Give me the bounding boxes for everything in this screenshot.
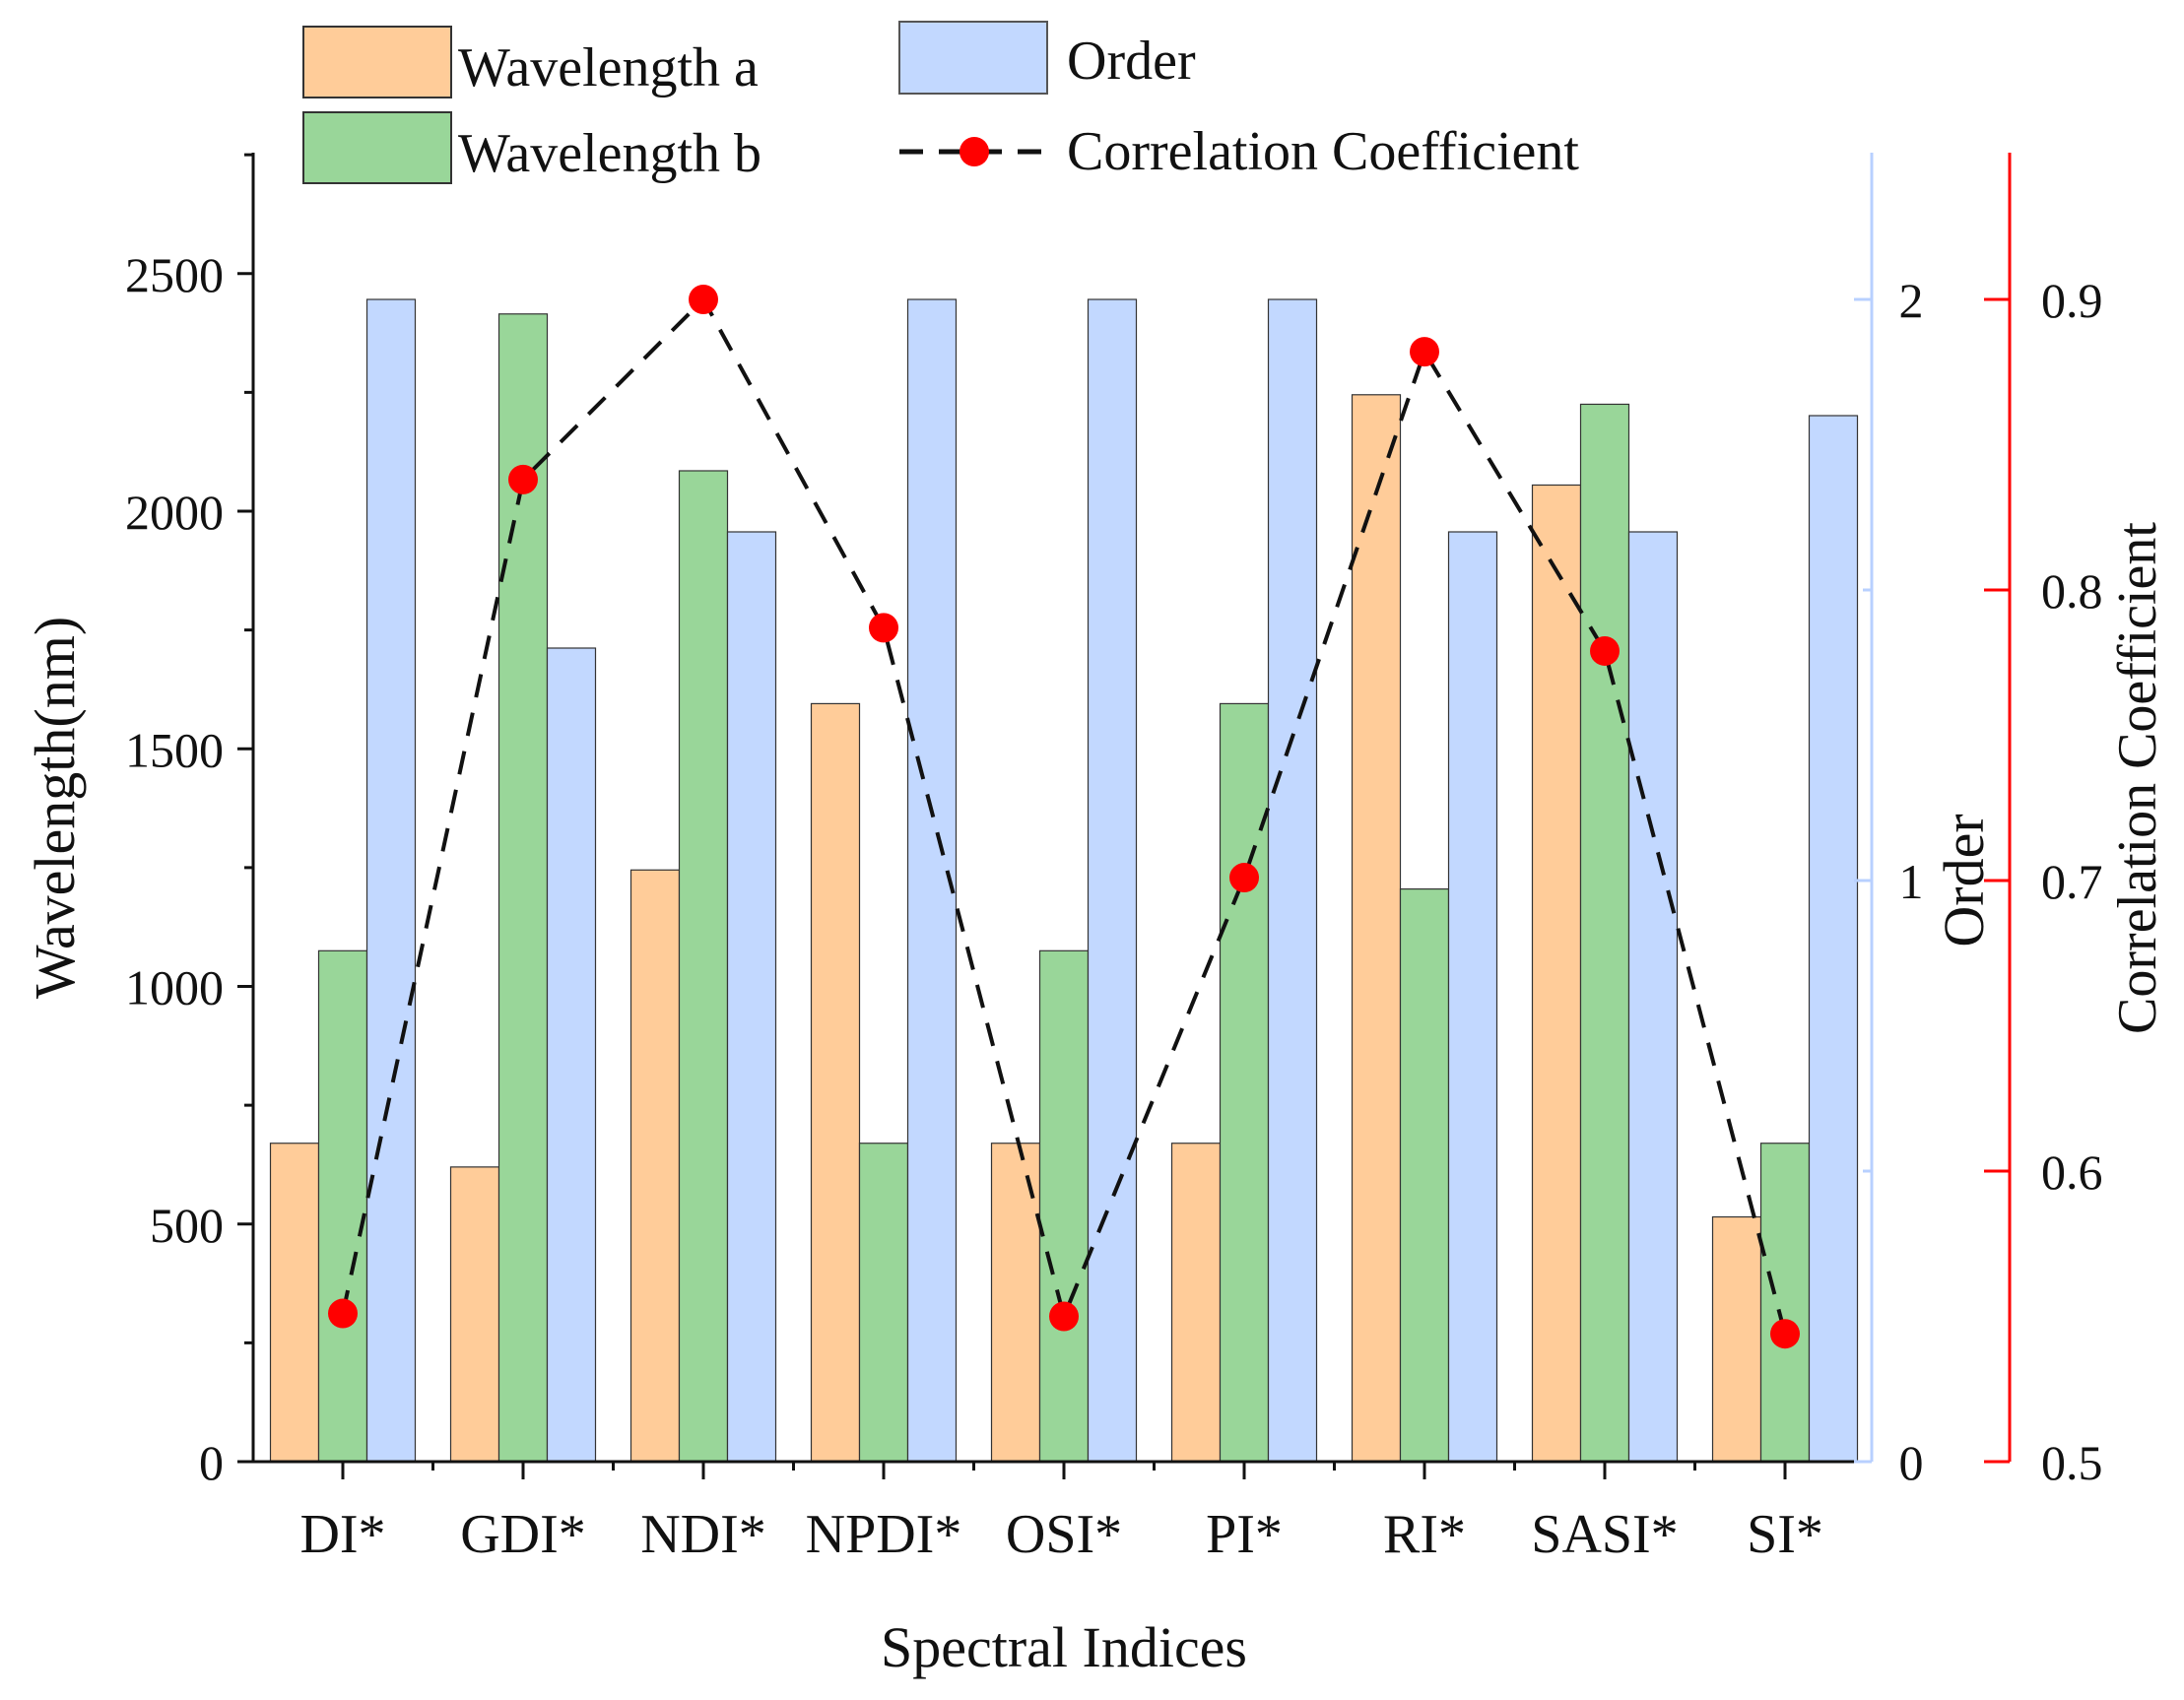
legend-swatch-order xyxy=(898,21,1048,95)
bar-wavelength-a-gdi xyxy=(449,1166,500,1463)
point-correlation-sasi xyxy=(1590,635,1620,666)
legend-label-wavelength-a: Wavelength a xyxy=(458,37,759,98)
bar-order-ri xyxy=(1447,531,1498,1463)
bar-wavelength-b-si xyxy=(1759,1143,1811,1463)
correlation-tick-label-0-8: 0.8 xyxy=(2041,563,2103,619)
legend-label-correlation: Correlation Coefficient xyxy=(1067,121,1579,182)
left-tick-label-1000: 1000 xyxy=(125,960,224,1015)
bar-wavelength-a-di xyxy=(269,1143,320,1463)
correlation-tick-label-0-9: 0.9 xyxy=(2041,273,2103,328)
bar-wavelength-b-ri xyxy=(1399,887,1450,1463)
category-label-di: DI* xyxy=(299,1504,385,1565)
bar-wavelength-a-si xyxy=(1711,1215,1762,1463)
correlation-axis-title: Correlation Coefficient xyxy=(2107,522,2168,1034)
point-correlation-osi xyxy=(1049,1301,1079,1332)
category-label-gdi: GDI* xyxy=(460,1504,586,1565)
axes: 0 500 1000 1500 2000 2500 Wavelength(nm) DI* GDI… xyxy=(23,153,2168,1679)
category-label-sasi: SASI* xyxy=(1531,1504,1678,1565)
point-correlation-di xyxy=(328,1298,358,1329)
order-tick-label-0: 0 xyxy=(1899,1435,1924,1490)
plot-area xyxy=(269,285,1859,1463)
bar-wavelength-b-npdi xyxy=(858,1143,909,1463)
left-tick-label-500: 500 xyxy=(150,1198,224,1253)
category-label-ri: RI* xyxy=(1383,1504,1466,1565)
bar-wavelength-a-ndi xyxy=(629,869,681,1463)
legend-marker-correlation xyxy=(960,137,989,166)
bar-wavelength-a-pi xyxy=(1170,1143,1222,1463)
category-label-pi: PI* xyxy=(1206,1504,1283,1565)
point-correlation-gdi xyxy=(508,464,538,494)
category-label-si: SI* xyxy=(1747,1504,1823,1565)
order-tick-label-2: 2 xyxy=(1899,273,1924,328)
correlation-tick-label-0-5: 0.5 xyxy=(2041,1435,2103,1490)
point-correlation-ndi xyxy=(689,285,718,314)
bar-wavelength-a-ri xyxy=(1351,394,1402,1463)
legend-label-order: Order xyxy=(1067,31,1196,92)
left-tick-label-2000: 2000 xyxy=(125,485,224,540)
left-tick-label-2500: 2500 xyxy=(125,247,224,302)
correlation-tick-label-0-6: 0.6 xyxy=(2041,1144,2103,1200)
legend-swatch-wavelength-a xyxy=(302,26,452,98)
point-correlation-pi xyxy=(1229,863,1259,893)
bar-wavelength-b-pi xyxy=(1219,702,1270,1463)
left-tick-label-0: 0 xyxy=(199,1435,224,1490)
bar-wavelength-b-osi xyxy=(1038,949,1090,1463)
order-tick-label-1: 1 xyxy=(1899,854,1924,909)
bar-order-ndi xyxy=(726,531,777,1463)
point-correlation-si xyxy=(1770,1319,1800,1349)
bar-wavelength-b-di xyxy=(317,949,368,1463)
category-label-npdi: NPDI* xyxy=(806,1504,962,1565)
legend-label-wavelength-b: Wavelength b xyxy=(458,123,761,184)
point-correlation-npdi xyxy=(869,613,898,643)
legend: Wavelength a Wavelength b Order Correlat… xyxy=(302,21,1579,184)
left-axis-title: Wavelength(nm) xyxy=(23,617,87,999)
legend-swatch-wavelength-b xyxy=(302,111,452,184)
category-label-osi: OSI* xyxy=(1006,1504,1122,1565)
bar-order-pi xyxy=(1267,298,1318,1463)
bar-wavelength-a-npdi xyxy=(810,702,861,1463)
bar-order-gdi xyxy=(546,647,597,1463)
correlation-tick-label-0-7: 0.7 xyxy=(2041,854,2103,909)
bar-order-sasi xyxy=(1627,531,1679,1463)
bar-wavelength-a-sasi xyxy=(1531,484,1582,1463)
bar-order-di xyxy=(365,298,417,1463)
left-tick-label-1500: 1500 xyxy=(125,722,224,777)
category-label-ndi: NDI* xyxy=(640,1504,766,1565)
bar-order-osi xyxy=(1087,298,1138,1463)
bar-order-si xyxy=(1808,415,1859,1463)
x-axis-title: Spectral Indices xyxy=(881,1615,1247,1679)
bar-wavelength-b-ndi xyxy=(678,470,729,1463)
point-correlation-ri xyxy=(1410,337,1439,367)
bar-wavelength-b-sasi xyxy=(1579,403,1630,1463)
